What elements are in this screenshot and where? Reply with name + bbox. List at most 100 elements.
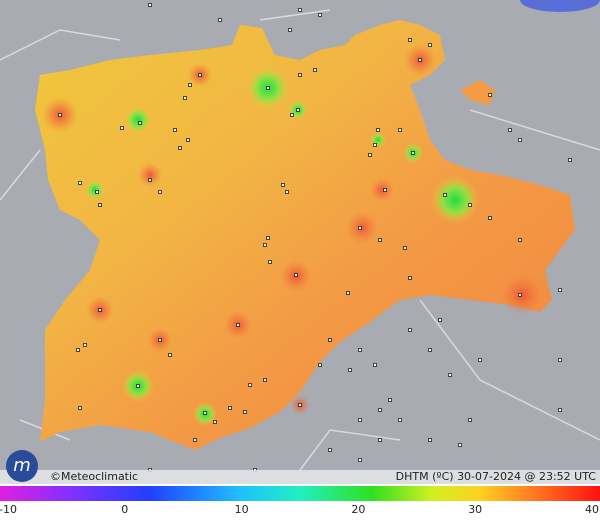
station — [518, 293, 522, 297]
station — [348, 368, 352, 372]
station — [428, 43, 432, 47]
station — [243, 410, 247, 414]
station — [443, 193, 447, 197]
station — [376, 128, 380, 132]
station — [508, 128, 512, 132]
station — [358, 348, 362, 352]
station — [328, 338, 332, 342]
station — [266, 86, 270, 90]
station — [188, 83, 192, 87]
station — [198, 73, 202, 77]
station — [158, 190, 162, 194]
station — [411, 151, 415, 155]
station — [213, 420, 217, 424]
station — [296, 108, 300, 112]
station — [148, 178, 152, 182]
station — [183, 96, 187, 100]
station — [418, 58, 422, 62]
station — [178, 146, 182, 150]
station — [294, 273, 298, 277]
station — [158, 338, 162, 342]
station — [98, 308, 102, 312]
station — [228, 406, 232, 410]
station — [408, 38, 412, 42]
station — [168, 353, 172, 357]
station — [398, 128, 402, 132]
station — [318, 363, 322, 367]
hot-spot — [370, 178, 394, 202]
credit: ©Meteoclimatic — [50, 470, 138, 483]
station — [236, 323, 240, 327]
station — [378, 438, 382, 442]
station — [373, 363, 377, 367]
station — [281, 183, 285, 187]
hot-spot — [502, 275, 542, 315]
color-scale — [0, 486, 600, 501]
station — [558, 288, 562, 292]
station — [58, 113, 62, 117]
station — [203, 411, 207, 415]
station — [83, 343, 87, 347]
caption: DHTM (ºC) 30-07-2024 @ 23:52 UTC — [396, 470, 597, 483]
station — [358, 418, 362, 422]
station — [398, 418, 402, 422]
station — [288, 28, 292, 32]
station — [318, 13, 322, 17]
region — [35, 20, 575, 450]
borders — [0, 9, 600, 471]
station — [266, 236, 270, 240]
scale-label: 30 — [468, 503, 482, 516]
station — [95, 190, 99, 194]
footer-bar — [0, 470, 600, 484]
station — [193, 438, 197, 442]
station — [248, 383, 252, 387]
station — [98, 203, 102, 207]
station — [428, 438, 432, 442]
station — [373, 143, 377, 147]
station — [186, 138, 190, 142]
logo — [6, 450, 38, 482]
station — [328, 448, 332, 452]
scale-label: 40 — [585, 503, 599, 516]
station — [138, 121, 142, 125]
station — [468, 203, 472, 207]
scale-label: 0 — [121, 503, 128, 516]
station — [438, 318, 442, 322]
station — [518, 138, 522, 142]
scale-label: 20 — [351, 503, 365, 516]
station — [448, 373, 452, 377]
scale-label: 10 — [235, 503, 249, 516]
station — [173, 128, 177, 132]
station — [298, 73, 302, 77]
station — [378, 408, 382, 412]
station — [568, 158, 572, 162]
station — [558, 358, 562, 362]
station — [488, 216, 492, 220]
scale-label: -10 — [0, 503, 17, 516]
station — [298, 8, 302, 12]
station — [558, 408, 562, 412]
station — [290, 113, 294, 117]
station — [313, 68, 317, 72]
sea — [520, 0, 600, 12]
station — [518, 238, 522, 242]
hot-spot — [346, 212, 378, 244]
station — [428, 348, 432, 352]
station — [388, 398, 392, 402]
station — [346, 291, 350, 295]
station — [408, 276, 412, 280]
station — [488, 93, 492, 97]
station — [368, 153, 372, 157]
station — [403, 246, 407, 250]
hot-spot — [138, 163, 162, 187]
station — [285, 190, 289, 194]
station — [468, 418, 472, 422]
cool-spot — [85, 180, 105, 200]
station — [408, 328, 412, 332]
station — [78, 406, 82, 410]
station — [120, 126, 124, 130]
station — [358, 458, 362, 462]
station — [76, 348, 80, 352]
station — [218, 18, 222, 22]
